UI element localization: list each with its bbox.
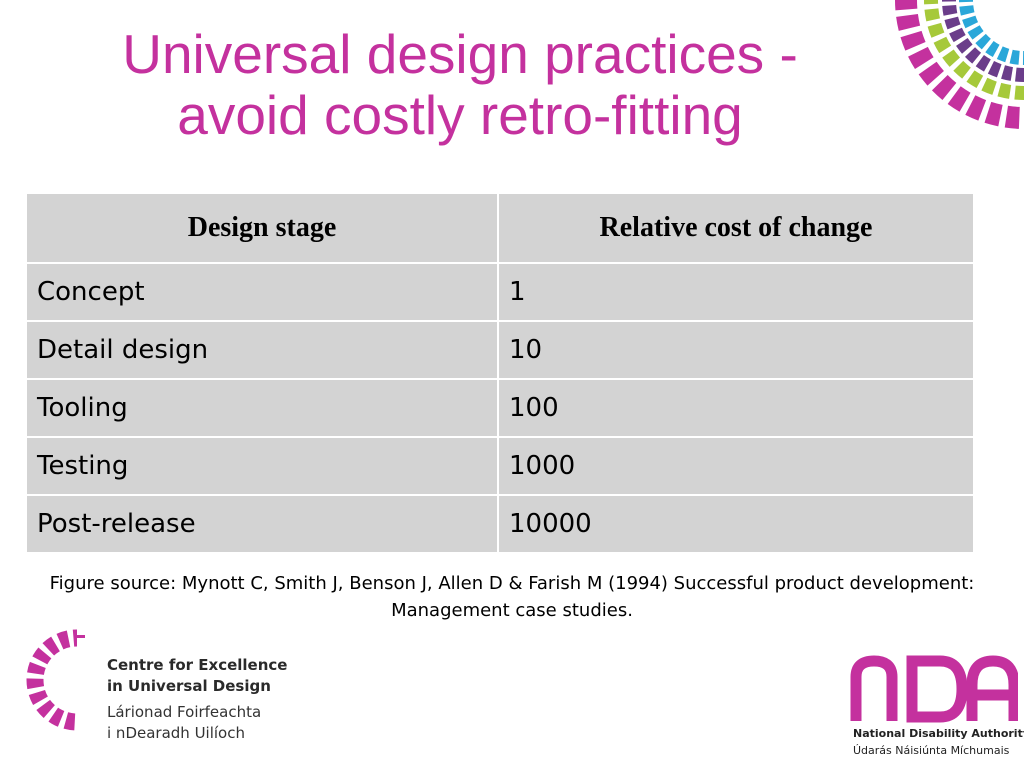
sunburst-rings [895,0,1024,129]
source-line-1: Figure source: Mynott C, Smith J, Benson… [49,573,975,594]
table-row: Detail design 10 [25,320,975,380]
source-line-2: Management case studies. [391,600,633,621]
ceud-english-line-1: Centre for Excellence [107,656,288,674]
nda-logo: National Disability Authority Údarás Nái… [848,655,1024,763]
stage-cell: Testing [25,436,499,496]
ceud-irish-line-1: Lárionad Foirfeachta [107,703,262,721]
cost-cell: 100 [497,378,975,438]
figure-source-caption: Figure source: Mynott C, Smith J, Benson… [20,570,1004,624]
stage-cell: Concept [25,262,499,322]
slide-title-line-1: Universal design practices - [122,23,798,85]
nda-english-name: National Disability Authority [853,727,1024,740]
ceud-english-line-2: in Universal Design [107,677,271,695]
corner-sunburst-decoration [895,0,1024,129]
table-row: Post-release 10000 [25,494,975,554]
cost-cell: 10000 [497,494,975,554]
table-row: Concept 1 [25,262,975,322]
stage-cell: Post-release [25,494,499,554]
nda-wordmark-icon [850,655,1018,723]
cost-table: Design stage Relative cost of change Con… [25,192,975,554]
ceud-ring-icon [26,615,137,755]
stage-cell: Tooling [25,378,499,438]
header-relative-cost: Relative cost of change [497,192,975,264]
nda-irish-name: Údarás Náisiúnta Míchumais [853,744,1010,757]
stage-cell: Detail design [25,320,499,380]
table-row: Tooling 100 [25,378,975,438]
header-design-stage: Design stage [25,192,499,264]
cost-cell: 10 [497,320,975,380]
table-header-row: Design stage Relative cost of change [25,192,975,264]
slide-title: Universal design practices - avoid costl… [40,24,880,146]
cost-cell: 1 [497,262,975,322]
ceud-text-block: Centre for Excellence in Universal Desig… [107,655,287,744]
ceud-logo: Centre for Excellence in Universal Desig… [25,615,325,755]
cost-cell: 1000 [497,436,975,496]
ceud-irish-line-2: i nDearadh Uilíoch [107,724,245,742]
slide-title-line-2: avoid costly retro-fitting [177,84,743,146]
table-row: Testing 1000 [25,436,975,496]
